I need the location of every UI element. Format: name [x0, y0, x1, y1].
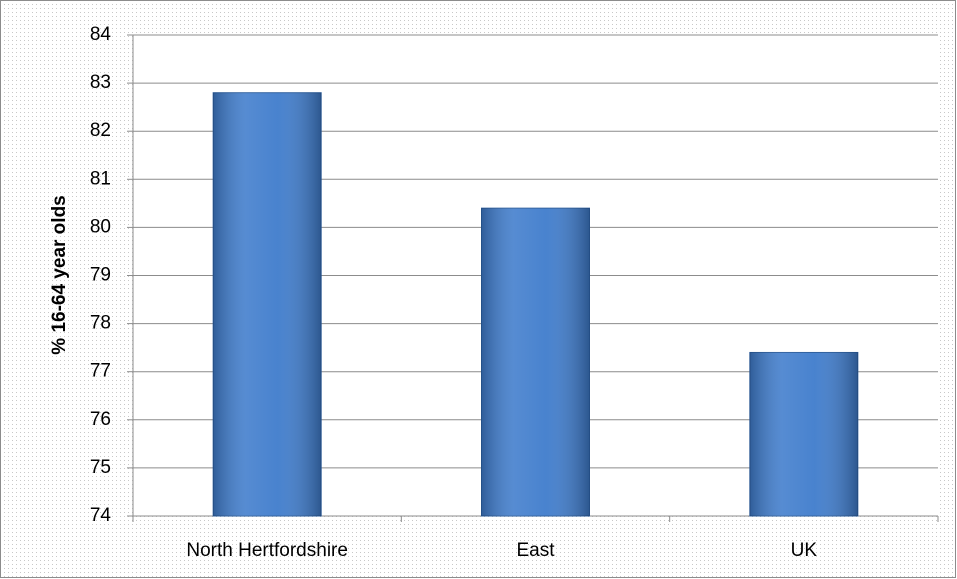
- y-tick-label: 83: [90, 72, 111, 93]
- bar: [749, 351, 859, 517]
- bar: [212, 92, 322, 517]
- y-tick-label: 80: [90, 216, 111, 237]
- x-tick-label: East: [516, 540, 555, 561]
- x-tick-label: North Hertfordshire: [186, 540, 348, 561]
- y-tick-label: 81: [90, 168, 111, 189]
- y-tick-label: 79: [90, 265, 111, 286]
- y-tick-label: 84: [90, 24, 112, 45]
- bar: [481, 207, 590, 517]
- y-tick-label: 76: [90, 409, 111, 430]
- y-tick-label: 77: [90, 361, 111, 382]
- x-tick-label: UK: [791, 540, 818, 561]
- y-tick-label: 82: [90, 120, 111, 141]
- y-tick-label: 74: [90, 505, 112, 526]
- y-axis-title: % 16-64 year olds: [49, 195, 70, 354]
- y-tick-label: 78: [90, 313, 111, 334]
- y-tick-label: 75: [90, 457, 111, 478]
